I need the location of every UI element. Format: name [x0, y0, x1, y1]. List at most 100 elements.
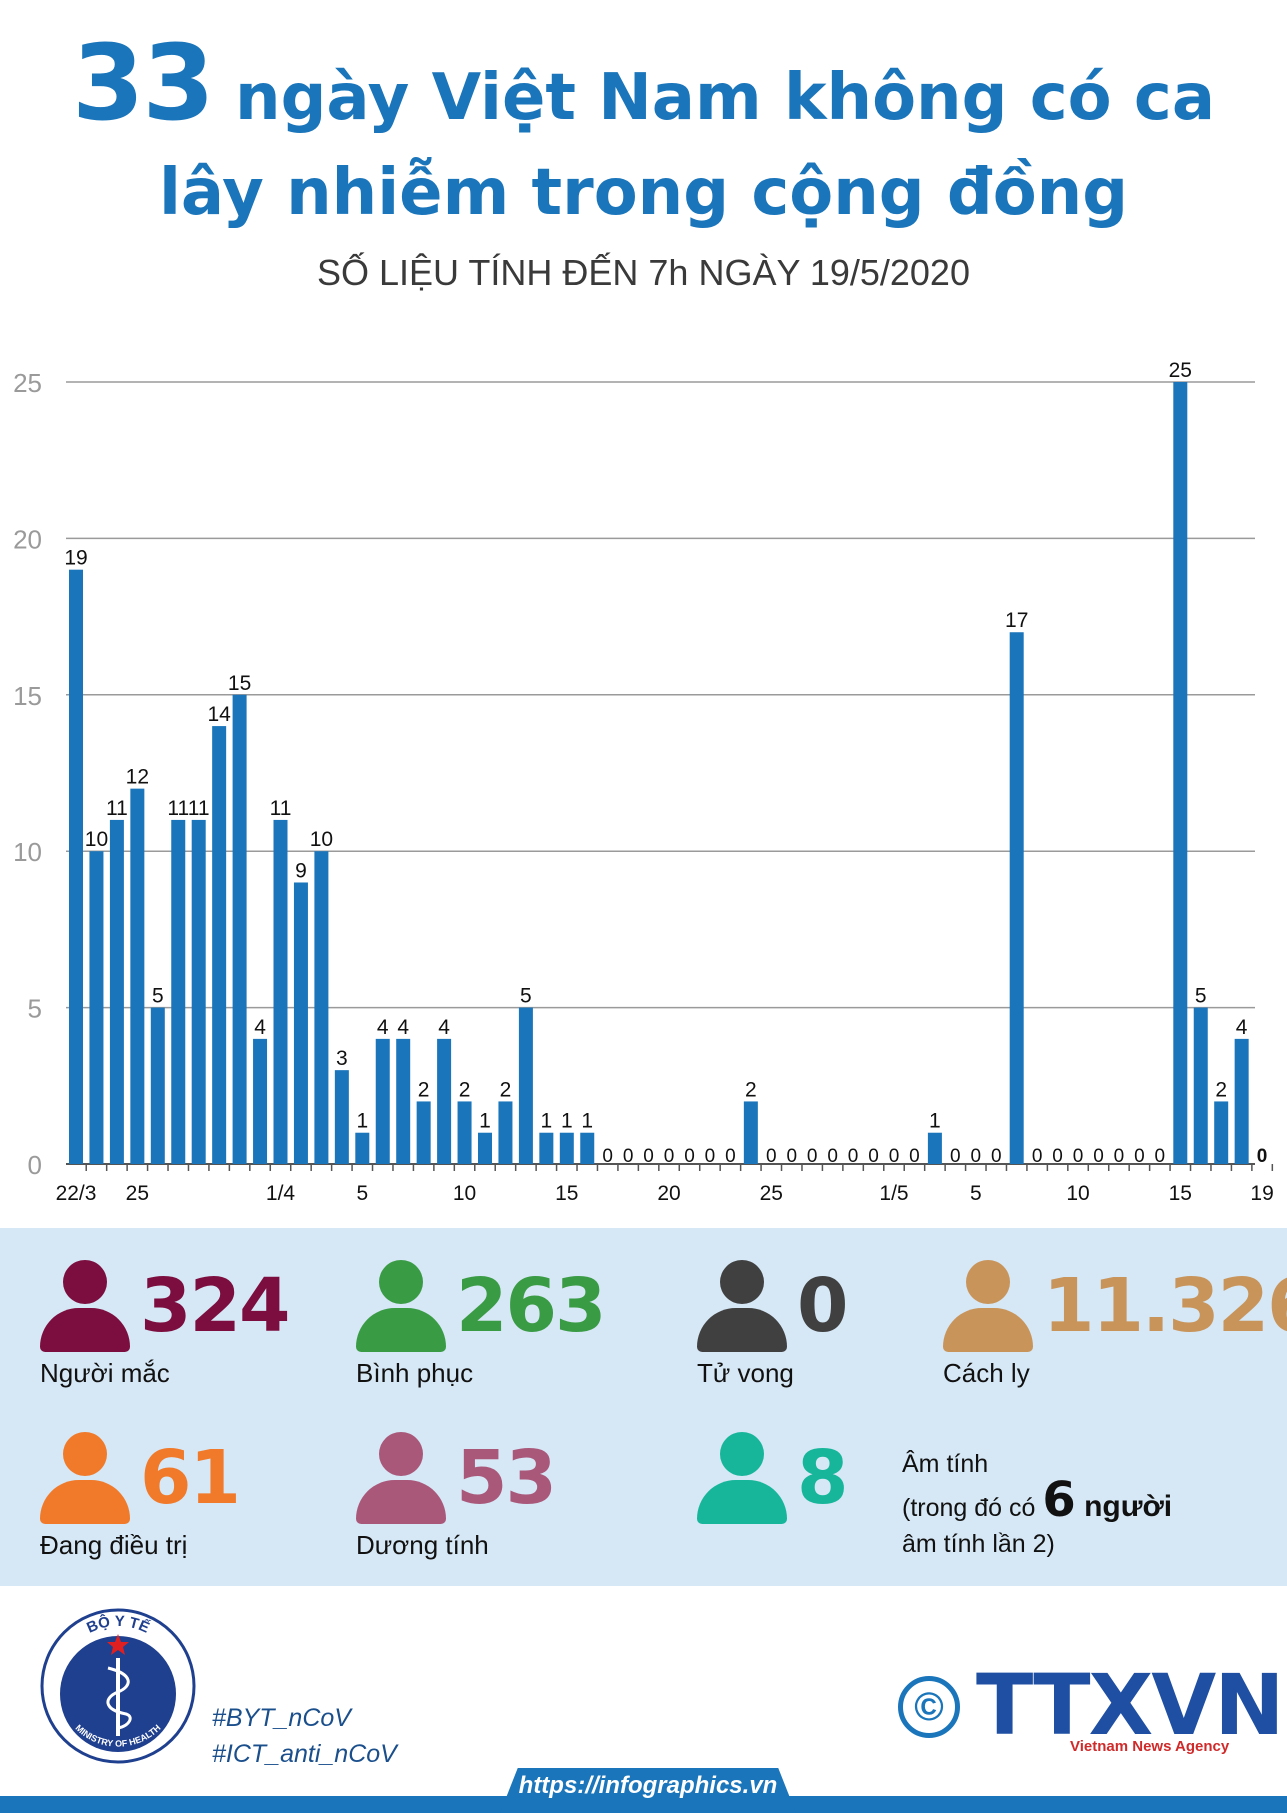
x-tick-label: 10 [453, 1182, 476, 1205]
bar [396, 1038, 411, 1164]
bar [559, 1132, 574, 1164]
url-tab [500, 1768, 796, 1813]
person-icon [356, 1432, 446, 1524]
bar [539, 1132, 554, 1164]
bar [232, 694, 247, 1164]
data-label: 0 [664, 1146, 675, 1167]
person-icon [697, 1260, 787, 1352]
data-label: 0 [827, 1146, 838, 1167]
snake-icon [106, 1666, 132, 1730]
x-tick-label: 19 [1250, 1182, 1273, 1205]
data-label: 0 [991, 1146, 1002, 1167]
bar [927, 1132, 942, 1164]
data-label: 0 [950, 1146, 961, 1167]
bar [150, 1007, 165, 1164]
bar [416, 1101, 431, 1164]
bar [743, 1101, 758, 1164]
stat-deaths-value: 0 [797, 1263, 848, 1349]
data-label: 4 [1236, 1016, 1248, 1039]
data-label: 2 [500, 1078, 512, 1101]
stat-positive-value: 53 [456, 1435, 557, 1521]
bar [478, 1132, 492, 1164]
person-icon [40, 1432, 130, 1524]
bar [109, 819, 124, 1164]
stat-treating-value: 61 [140, 1435, 241, 1521]
ttxvn-subtitle: Vietnam News Agency [1070, 1738, 1230, 1755]
data-label: 17 [1005, 609, 1028, 632]
data-label: 11 [188, 797, 210, 820]
negative-note: Âm tính (trong đó có 6 người âm tính lần… [902, 1446, 1172, 1562]
negative-note-pre: (trong đó có [902, 1494, 1043, 1522]
x-tick-label: 15 [1169, 1182, 1192, 1205]
bar [273, 819, 288, 1164]
data-label: 0 [623, 1146, 634, 1167]
bar [69, 569, 83, 1164]
data-label: 0 [643, 1146, 654, 1167]
data-label: 0 [868, 1146, 879, 1167]
data-label: 4 [377, 1016, 389, 1039]
data-label: 4 [397, 1016, 409, 1039]
x-tick-label: 1/5 [879, 1182, 908, 1205]
data-label: 12 [126, 766, 149, 789]
data-label: 1 [561, 1110, 573, 1133]
data-label: 11 [167, 797, 189, 820]
data-label: 25 [1169, 359, 1192, 382]
footer-url[interactable]: https://infographics.vn [518, 1772, 778, 1799]
data-label: 0 [1134, 1146, 1145, 1167]
data-label: 0 [807, 1146, 818, 1167]
stats-panel: 324 Người mắc 263 Bình phục 0 Tử vong 11… [0, 1228, 1287, 1586]
data-label: 0 [1032, 1146, 1043, 1167]
data-label: 4 [438, 1016, 450, 1039]
hashtag-byt: #BYT_nCoV [212, 1704, 351, 1732]
bar [1214, 1101, 1229, 1164]
stat-infected-value: 324 [140, 1263, 290, 1349]
data-label: 10 [310, 828, 333, 851]
negative-note-line3: âm tính lần 2) [902, 1530, 1055, 1558]
title-line-1: 33 ngày Việt Nam không có ca [0, 31, 1287, 143]
data-label: 5 [1195, 985, 1207, 1008]
data-label: 0 [705, 1146, 716, 1167]
stat-infected-label: Người mắc [40, 1358, 170, 1388]
data-label: 0 [1052, 1146, 1063, 1167]
bar [375, 1038, 390, 1164]
data-label: 2 [418, 1078, 430, 1101]
stat-recovered-label: Bình phục [356, 1358, 474, 1388]
data-label: 2 [1215, 1078, 1227, 1101]
data-label: 9 [295, 859, 307, 882]
data-label: 2 [745, 1078, 757, 1101]
bar [355, 1132, 370, 1164]
title-line-2: lây nhiễm trong cộng đồng [158, 156, 1129, 230]
data-label: 0 [786, 1146, 797, 1167]
data-label: 0 [766, 1146, 777, 1167]
y-tick-label: 10 [13, 837, 42, 867]
bar [89, 851, 104, 1164]
bar [1009, 632, 1024, 1164]
data-label: 1 [541, 1110, 553, 1133]
person-icon [40, 1260, 130, 1352]
y-tick-label: 0 [28, 1150, 42, 1180]
y-tick-label: 15 [13, 681, 42, 711]
bar [1193, 1007, 1208, 1164]
stat-quarantine-label: Cách ly [943, 1358, 1030, 1388]
bar [191, 819, 206, 1164]
bar [518, 1007, 533, 1164]
y-tick-label: 25 [13, 368, 42, 398]
data-label: 4 [254, 1016, 266, 1039]
bar [498, 1101, 513, 1164]
data-label: 15 [228, 672, 251, 695]
x-tick-label: 20 [657, 1182, 680, 1205]
person-icon [356, 1260, 446, 1352]
bar [1173, 382, 1188, 1164]
data-label: 1 [479, 1110, 491, 1133]
stat-deaths-label: Tử vong [697, 1358, 794, 1388]
title-number: 33 [71, 22, 215, 144]
stat-negative-value: 8 [797, 1435, 848, 1521]
data-label: 5 [152, 985, 164, 1008]
ministry-of-health-logo: BỘ Y TẾ MINISTRY OF HEALTH [40, 1608, 196, 1764]
x-tick-label: 25 [760, 1182, 783, 1205]
data-label: 19 [64, 547, 87, 570]
data-label: 1 [929, 1110, 941, 1133]
stat-treating-label: Đang điều trị [40, 1530, 188, 1560]
data-label: 0 [889, 1146, 900, 1167]
title-line-1-text: ngày Việt Nam không có ca [212, 61, 1215, 135]
